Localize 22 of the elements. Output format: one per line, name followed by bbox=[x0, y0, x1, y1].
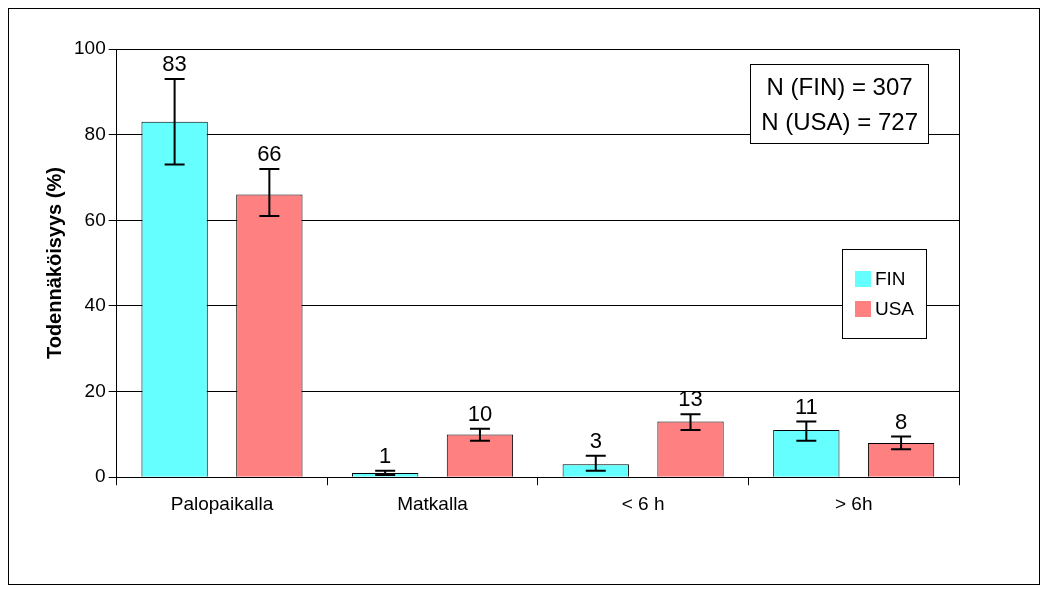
x-tick-label: Palopaikalla bbox=[170, 492, 274, 514]
data-label: 83 bbox=[162, 51, 187, 77]
legend-label: USA bbox=[874, 298, 914, 320]
data-label: 1 bbox=[379, 442, 392, 468]
y-axis-title: Todennäköisyys (%) bbox=[42, 167, 65, 360]
y-tick-label: 60 bbox=[84, 208, 106, 230]
data-label: 3 bbox=[589, 427, 602, 453]
y-tick-label: 100 bbox=[74, 37, 106, 59]
y-tick-label: 80 bbox=[84, 122, 106, 144]
y-tick-label: 40 bbox=[84, 294, 106, 316]
data-label: 11 bbox=[794, 393, 818, 419]
y-tick-label: 0 bbox=[95, 465, 106, 487]
annotation: N (FIN) = 307 bbox=[765, 72, 914, 102]
annotation: N (USA) = 727 bbox=[761, 107, 918, 137]
legend-label: FIN bbox=[874, 268, 906, 290]
y-tick-label: 20 bbox=[84, 379, 106, 401]
x-tick-label: > 6h bbox=[834, 492, 873, 514]
data-label: 10 bbox=[467, 400, 493, 426]
data-label: 8 bbox=[894, 408, 908, 434]
data-label: 66 bbox=[257, 140, 282, 166]
x-tick-label: < 6 h bbox=[621, 492, 665, 514]
x-tick-label: Matkalla bbox=[397, 492, 469, 514]
